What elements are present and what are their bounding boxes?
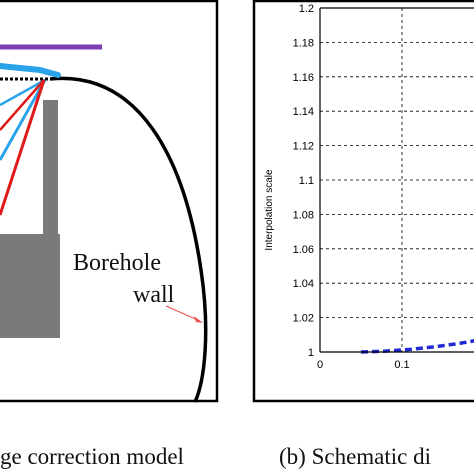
cyan-top-band	[0, 63, 61, 78]
right-chart-panel: 1 1.02 1.04 1.06 1.08 1.1 1.12 1.14 1.16 1.18 1.2 0…	[252, 0, 474, 403]
left-caption: ge correction model	[0, 444, 184, 469]
gray-post	[43, 100, 58, 234]
wall-label: wall	[133, 282, 175, 308]
red-ray-2	[0, 79, 45, 131]
annotation-arrow-head	[194, 316, 203, 323]
red-ray-1	[0, 79, 46, 216]
y-tick-label: 1.2	[299, 3, 314, 15]
chart-series	[360, 339, 474, 354]
y-tick-label: 1	[308, 347, 314, 359]
gray-block	[0, 234, 60, 338]
y-tick-label: 1.12	[293, 141, 314, 153]
y-tick-label: 1.02	[293, 313, 314, 325]
cyan-ray-2	[0, 78, 46, 107]
x-tick-label: 0	[317, 359, 323, 371]
left-panel-frame	[0, 0, 219, 403]
series-line	[360, 339, 474, 354]
y-tick-label: 1.08	[293, 209, 314, 221]
right-panel-frame	[252, 0, 474, 403]
y-tick-label: 1.18	[293, 37, 314, 49]
borehole-wall-arc	[49, 76, 208, 403]
y-tick-label: 1.04	[293, 278, 314, 290]
y-tick-label: 1.06	[293, 244, 314, 256]
left-diagram: Borehole wall	[0, 0, 219, 403]
annotation-arrow-line	[165, 305, 201, 322]
y-tick-label: 1.1	[299, 175, 314, 187]
y-tick-label: 1.14	[293, 106, 314, 118]
cyan-ray-1	[0, 79, 47, 161]
chart-ticks: 1 1.02 1.04 1.06 1.08 1.1 1.12 1.14 1.16 1.18 1.2 0…	[293, 3, 410, 371]
x-tick-label: 0.1	[394, 359, 409, 371]
chart-grid	[320, 7, 474, 353]
y-axis-label: Interpolation scale	[264, 169, 275, 251]
right-caption: (b) Schematic di	[279, 444, 432, 469]
borehole-label: Borehole	[73, 250, 161, 276]
y-tick-label: 1.16	[293, 72, 314, 84]
